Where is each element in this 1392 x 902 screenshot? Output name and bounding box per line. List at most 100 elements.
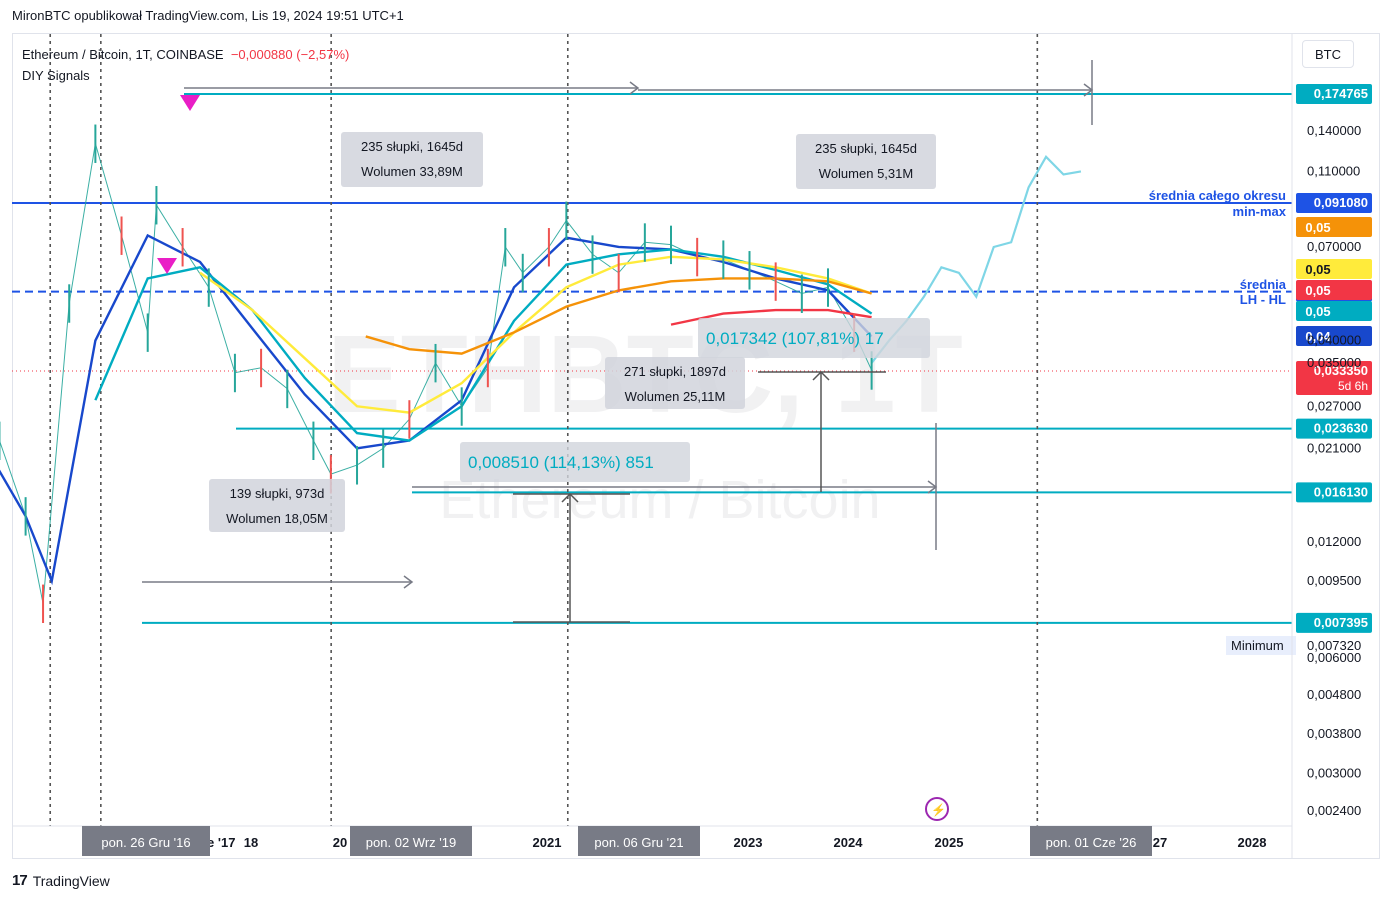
symbol-title[interactable]: Ethereum / Bitcoin, 1T, COINBASE bbox=[22, 47, 224, 62]
level-price-text: 0,016130 bbox=[1314, 484, 1368, 499]
series-line bbox=[670, 308, 872, 326]
time-marker-text: pon. 02 Wrz '19 bbox=[366, 835, 456, 850]
time-marker-tag bbox=[350, 826, 472, 856]
signal-markers: ⚡ bbox=[157, 95, 949, 821]
price-tick-label: 0,004800 bbox=[1307, 687, 1361, 702]
level-price-text: 0,091080 bbox=[1314, 195, 1368, 210]
minimum-label: Minimum bbox=[1231, 638, 1284, 653]
measure-box bbox=[605, 357, 745, 409]
price-range-box-text: 0,008510 (114,13%) 851 bbox=[468, 453, 654, 472]
ma-value-text: 0,05 bbox=[1305, 262, 1330, 277]
price-tick-label: 0,003800 bbox=[1307, 726, 1361, 741]
measure-box-text: 235 słupki, 1645d bbox=[815, 141, 917, 156]
countdown-text: 5d 6h bbox=[1338, 379, 1368, 393]
chart-legend: Ethereum / Bitcoin, 1T, COINBASE −0,0008… bbox=[22, 44, 349, 86]
time-tick-label: 2028 bbox=[1238, 835, 1267, 850]
range-arrow-head bbox=[629, 81, 640, 95]
event-icon bbox=[925, 797, 949, 821]
range-arrow-head bbox=[403, 575, 414, 589]
ma-value-tag bbox=[1296, 280, 1372, 300]
minimum-tag bbox=[1226, 636, 1296, 655]
time-tick-label: 18 bbox=[244, 835, 258, 850]
measure-box bbox=[796, 134, 936, 189]
level-price-text: 0,023630 bbox=[1314, 421, 1368, 436]
price-tick-label: 0,070000 bbox=[1307, 239, 1361, 254]
measure-box-text: Wolumen 33,89M bbox=[361, 164, 463, 179]
time-marker-text: pon. 01 Cze '26 bbox=[1046, 835, 1137, 850]
ma-value-tag bbox=[1296, 301, 1372, 321]
time-marker-lines bbox=[49, 34, 1039, 826]
footer-brand[interactable]: 17 TradingView bbox=[12, 872, 110, 889]
series-line bbox=[199, 255, 873, 414]
price-tick-label: 0,009500 bbox=[1307, 573, 1361, 588]
time-tick-label: 2025 bbox=[935, 835, 964, 850]
price-tick-label: 0,110000 bbox=[1307, 163, 1360, 178]
indicator-name[interactable]: DIY Signals bbox=[22, 68, 90, 83]
price-tick-label: 0,140000 bbox=[1307, 123, 1361, 138]
time-marker-tag bbox=[82, 826, 210, 856]
level-price-tag bbox=[1296, 482, 1372, 503]
published-by: MironBTC opublikował TradingView.com, Li… bbox=[12, 8, 404, 23]
time-tick-label: 2021 bbox=[533, 835, 562, 850]
measure-box bbox=[209, 479, 345, 532]
price-range-box-text: 0,017342 (107,81%) 17 bbox=[706, 329, 884, 348]
ma-value-text: 0,05 bbox=[1305, 220, 1330, 235]
level-price-text: 0,174765 bbox=[1314, 86, 1368, 101]
measure-box-text: Wolumen 18,05M bbox=[226, 511, 328, 526]
price-series bbox=[0, 124, 1082, 624]
price-tick-label: 0,002400 bbox=[1307, 803, 1361, 818]
measure-box-text: 139 słupki, 973d bbox=[230, 486, 325, 501]
price-tick-label: 0,003000 bbox=[1307, 766, 1361, 781]
level-note: LH - HL bbox=[1240, 292, 1286, 307]
measure-box-text: Wolumen 5,31M bbox=[819, 166, 913, 181]
minimum-price: 0,007320 bbox=[1307, 638, 1361, 653]
price-tick-label: 0,012000 bbox=[1307, 534, 1361, 549]
time-tick-label: 2024 bbox=[834, 835, 864, 850]
time-marker-text: pon. 26 Gru '16 bbox=[101, 835, 190, 850]
price-change: −0,000880 (−2,57%) bbox=[230, 47, 350, 62]
price-tick-label: 0,006000 bbox=[1307, 650, 1361, 665]
measure-box-text: 271 słupki, 1897d bbox=[624, 364, 726, 379]
ma-value-text: 0,04 bbox=[1305, 329, 1331, 344]
time-marker-tag bbox=[578, 826, 700, 856]
level-price-tag bbox=[1296, 612, 1372, 633]
brand-name: TradingView bbox=[32, 872, 110, 889]
level-price-tag bbox=[1296, 360, 1372, 395]
measure-box bbox=[341, 132, 483, 187]
measurement-tools[interactable]: 235 słupki, 1645d Wolumen 33,89M 235 słupk… bbox=[142, 60, 1094, 623]
time-marker-tag bbox=[1030, 826, 1152, 856]
lightning-icon: ⚡ bbox=[931, 803, 946, 817]
time-tick-label: 27 bbox=[1153, 835, 1167, 850]
level-note: min-max bbox=[1233, 204, 1287, 219]
level-price-tag bbox=[1296, 418, 1372, 439]
time-tick-label: 20 bbox=[333, 835, 347, 850]
ma-value-text: 0,05 bbox=[1305, 283, 1330, 298]
ma-value-tag bbox=[1296, 326, 1372, 346]
price-tick-label: 0,021000 bbox=[1307, 440, 1361, 455]
ma-value-tag bbox=[1296, 217, 1372, 237]
price-tick-label: 0,040000 bbox=[1307, 333, 1361, 348]
currency-button[interactable]: BTC bbox=[1302, 40, 1354, 68]
measure-box-text: 235 słupki, 1645d bbox=[361, 139, 463, 154]
measure-box-text: Wolumen 25,11M bbox=[625, 389, 726, 404]
level-price-text: 0,033350 bbox=[1314, 363, 1368, 378]
level-price-tag bbox=[1296, 84, 1372, 104]
level-price-tag bbox=[1296, 192, 1372, 213]
sell-signal-icon bbox=[180, 95, 200, 111]
time-marker-text: pon. 06 Gru '21 bbox=[594, 835, 683, 850]
ma-value-tag bbox=[1296, 259, 1372, 279]
ma-value-text: 0,05 bbox=[1305, 304, 1330, 319]
chart-frame bbox=[12, 33, 1380, 859]
price-axis[interactable]: 0,140000 0,110000 0,070000 0,040000 0,035000… bbox=[1291, 34, 1361, 858]
price-tick-label: 0,035000 bbox=[1307, 355, 1361, 370]
tradingview-logo-icon: 17 bbox=[12, 872, 28, 889]
price-range-box bbox=[698, 318, 930, 358]
level-note: średnia bbox=[1240, 277, 1287, 292]
price-tick-label: 0,027000 bbox=[1307, 398, 1361, 413]
level-note: średnia całego okresu bbox=[1149, 188, 1286, 203]
sell-signal-icon bbox=[157, 258, 177, 274]
time-tick-label: 2023 bbox=[734, 835, 763, 850]
